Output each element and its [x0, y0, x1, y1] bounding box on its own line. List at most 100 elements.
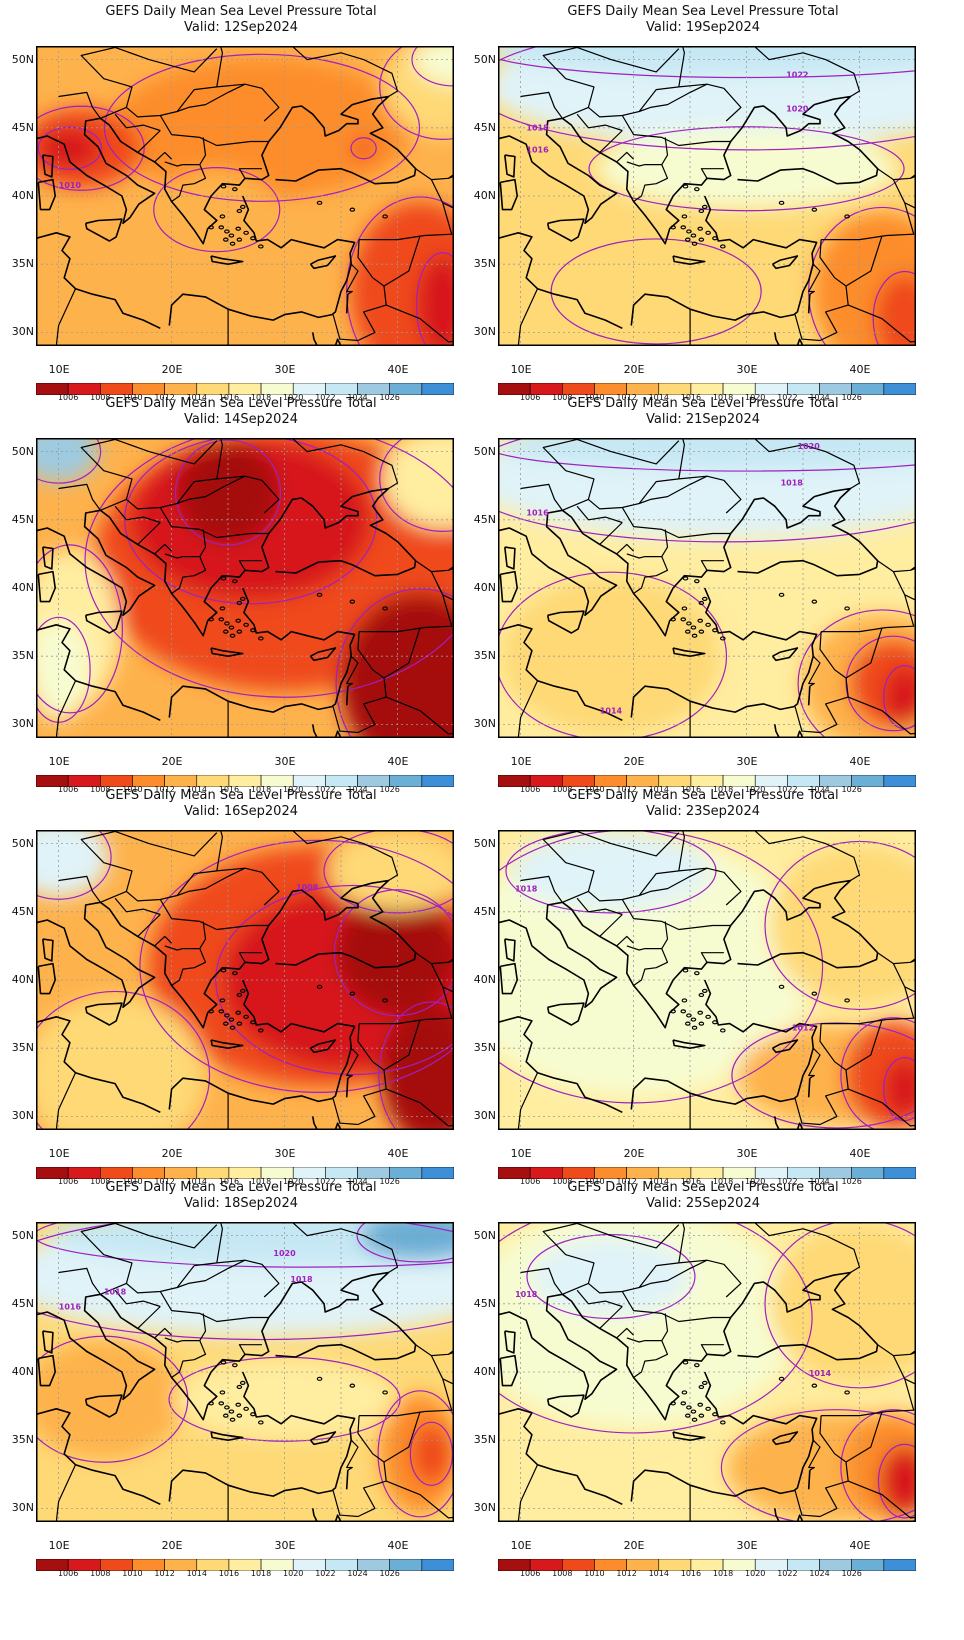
island	[680, 1401, 687, 1406]
colorbar-level-label: 1024	[809, 1569, 830, 1578]
isobar-line	[415, 252, 454, 346]
country-border	[415, 1344, 454, 1357]
latitude-tick-label: 50N	[11, 52, 34, 66]
coastline	[561, 1271, 879, 1421]
island	[243, 1014, 249, 1019]
isobar-line	[377, 1390, 454, 1518]
map-panel: GEFS Daily Mean Sea Level Pressure Total…	[0, 392, 482, 802]
island	[219, 214, 226, 219]
country-border	[176, 867, 246, 897]
island	[228, 1017, 235, 1022]
country-border	[114, 113, 161, 132]
isobar-label: 1014	[809, 1369, 832, 1378]
country-border	[542, 438, 680, 500]
colorbar-level-label: 1012	[616, 785, 637, 794]
coastline	[36, 901, 156, 1009]
longitude-tick-label: 40E	[387, 1147, 409, 1160]
island	[219, 1390, 226, 1395]
country-border	[100, 867, 280, 906]
map-svg: 1018 1012	[498, 830, 916, 1130]
country-border	[415, 560, 454, 573]
island	[222, 629, 229, 634]
country-border	[58, 1267, 101, 1295]
country-border	[238, 560, 262, 571]
longitude-tick-label: 40E	[387, 755, 409, 768]
latitude-tick-label: 30N	[473, 717, 496, 731]
isobar-line	[36, 830, 112, 900]
country-border	[291, 46, 399, 98]
country-border	[877, 560, 916, 573]
colorbar-level-label: 1014	[648, 1569, 669, 1578]
country-border	[678, 438, 685, 479]
island	[705, 622, 711, 627]
isobar-label: 1018	[781, 479, 804, 488]
island	[705, 1014, 711, 1019]
island	[701, 1380, 708, 1386]
country-border	[616, 151, 635, 163]
country-border	[385, 696, 454, 735]
island	[235, 226, 242, 231]
map-panel: GEFS Daily Mean Sea Level Pressure Total…	[462, 784, 944, 1194]
colorbar-level-label: 1016	[680, 393, 702, 402]
country-border	[678, 46, 685, 87]
pressure-map: 1018 1012	[498, 830, 936, 1144]
coastline	[345, 1470, 349, 1490]
isobar-label: 1016	[526, 509, 549, 518]
colorbar-level-label: 1022	[315, 1569, 336, 1578]
latitude-tick-label: 45N	[11, 1296, 34, 1310]
colorbar-level-label: 1022	[777, 1177, 798, 1186]
pressure-map: 1018 1014	[498, 1222, 936, 1536]
colorbar	[35, 772, 474, 788]
map-panel: GEFS Daily Mean Sea Level Pressure Total…	[0, 0, 482, 410]
island	[218, 1009, 225, 1014]
island	[701, 596, 708, 602]
map-svg: 1020 1018 1016 1014	[498, 438, 916, 738]
isobar-label: 1016	[526, 145, 549, 154]
country-border	[137, 914, 161, 937]
colorbar-level-label: 1022	[315, 393, 336, 402]
country-border	[621, 115, 731, 147]
country-border	[164, 945, 207, 986]
island	[694, 579, 700, 584]
colorbar-level-label: 1026	[379, 1569, 400, 1578]
coastline	[499, 1354, 518, 1387]
island	[220, 576, 227, 581]
island	[382, 606, 388, 611]
island	[349, 207, 356, 212]
colorbar-level-label: 1006	[57, 393, 79, 402]
coastline	[774, 1508, 804, 1522]
panel-valid-date: Valid: 25Sep2024	[646, 1196, 760, 1211]
country-border	[346, 1439, 359, 1471]
isobar-line	[378, 1001, 454, 1130]
latitude-tick-label: 45N	[473, 1296, 496, 1310]
coastline	[546, 1394, 585, 1418]
country-border	[137, 130, 161, 153]
isobar-line	[872, 270, 916, 346]
country-border	[199, 137, 207, 165]
colorbar-level-label: 1014	[186, 393, 207, 402]
country-border	[576, 897, 623, 916]
island	[232, 971, 238, 976]
island	[681, 998, 688, 1003]
island	[691, 1417, 698, 1422]
pressure-region	[530, 1236, 691, 1317]
island	[228, 1409, 235, 1414]
coastline	[84, 610, 123, 634]
isobar-line	[731, 1022, 916, 1129]
colorbar-level-label: 1008	[90, 785, 111, 794]
country-border	[877, 168, 916, 181]
country-border	[357, 235, 421, 287]
longitude-tick-label: 20E	[161, 363, 183, 376]
country-border	[599, 522, 623, 545]
country-border	[154, 151, 173, 163]
colorbar-level-label: 1020	[745, 1569, 766, 1578]
colorbar-level-label: 1018	[712, 1569, 734, 1578]
colorbar-level-label: 1020	[283, 1569, 304, 1578]
country-border	[678, 830, 685, 871]
colorbar-level-label: 1026	[841, 1569, 862, 1578]
country-border	[753, 438, 861, 490]
country-border	[576, 505, 623, 524]
island	[222, 237, 229, 242]
island	[258, 636, 264, 641]
latitude-tick-label: 50N	[473, 444, 496, 458]
